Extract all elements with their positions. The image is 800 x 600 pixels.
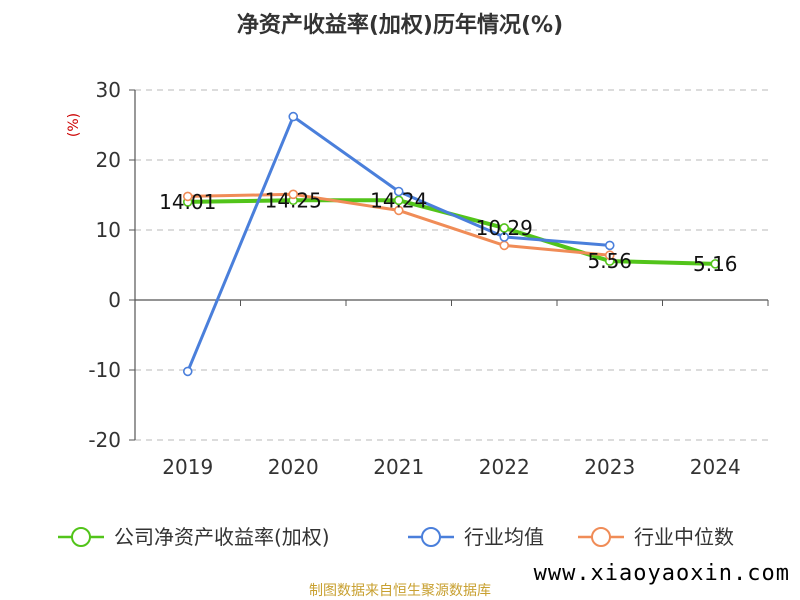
y-axis-label: (%) [66, 113, 82, 137]
data-label: 14.25 [265, 188, 322, 212]
data-label: 5.16 [693, 252, 738, 276]
data-point[interactable] [710, 259, 721, 269]
data-point[interactable] [499, 232, 510, 242]
series-line-1 [186, 115, 612, 373]
legend-marker [421, 527, 441, 547]
legend-marker [71, 527, 91, 547]
data-point[interactable] [604, 240, 615, 251]
data-point[interactable] [393, 205, 404, 216]
data-point[interactable] [288, 111, 299, 122]
data-point[interactable] [499, 240, 510, 251]
data-label: 14.01 [159, 190, 216, 214]
x-tick-label: 2021 [373, 455, 424, 479]
legend-item-0[interactable]: 公司净资产收益率(加权) [58, 525, 330, 549]
data-point[interactable] [182, 366, 193, 377]
y-tick-label: -10 [88, 358, 121, 382]
data-point[interactable] [393, 186, 404, 197]
data-label: 10.29 [476, 216, 533, 240]
x-tick-label: 2022 [479, 455, 530, 479]
series [182, 111, 721, 377]
data-labels: 14.01 14.25 14.24 10.29 5.56 5.16 [159, 188, 737, 276]
data-point[interactable] [604, 250, 615, 260]
y-tick-label: 0 [108, 288, 121, 312]
legend-label: 行业中位数 [634, 525, 734, 549]
legend-marker [591, 527, 611, 547]
data-point[interactable] [288, 189, 299, 200]
data-point[interactable] [393, 195, 404, 206]
data-label: 5.56 [587, 249, 632, 273]
grid [135, 89, 768, 441]
legend-item-2[interactable]: 行业中位数 [578, 525, 734, 549]
chart-title: 净资产收益率(加权)历年情况(%) [237, 12, 563, 38]
legend[interactable]: 公司净资产收益率(加权) 行业均值 行业中位数 [58, 525, 734, 549]
x-tick-label: 2020 [268, 455, 319, 479]
data-point[interactable] [182, 191, 193, 202]
data-label: 14.24 [370, 188, 427, 212]
y-tick-label: -20 [88, 428, 121, 452]
axes: 30 20 10 0 -10 -20 2019 2020 2021 2022 2023 2024 [88, 78, 769, 479]
y-tick-label: 10 [96, 218, 121, 242]
data-point[interactable] [499, 223, 510, 233]
watermark: www.xiaoyaoxin.com [534, 561, 790, 586]
legend-item-1[interactable]: 行业均值 [408, 525, 544, 549]
y-tick-label: 20 [96, 148, 121, 172]
x-tick-label: 2023 [584, 455, 635, 479]
legend-label: 公司净资产收益率(加权) [114, 525, 330, 549]
y-tick-label: 30 [96, 78, 121, 102]
x-tick-label: 2019 [162, 455, 213, 479]
x-tick-label: 2024 [690, 455, 741, 479]
legend-label: 行业均值 [464, 525, 544, 549]
source-note: 制图数据来自恒生聚源数据库 [309, 583, 491, 599]
